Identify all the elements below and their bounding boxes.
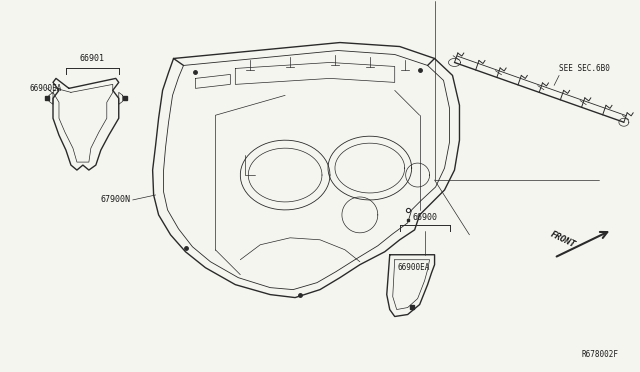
Text: FRONT: FRONT — [549, 230, 577, 250]
Text: 66900EA: 66900EA — [397, 263, 430, 272]
Text: 66900EA: 66900EA — [29, 84, 61, 93]
Text: SEE SEC.6B0: SEE SEC.6B0 — [559, 64, 610, 73]
Text: 67900N: 67900N — [100, 195, 131, 205]
Text: R678002F: R678002F — [582, 350, 619, 359]
Text: 66900: 66900 — [412, 213, 437, 222]
Text: 66901: 66901 — [79, 54, 104, 64]
